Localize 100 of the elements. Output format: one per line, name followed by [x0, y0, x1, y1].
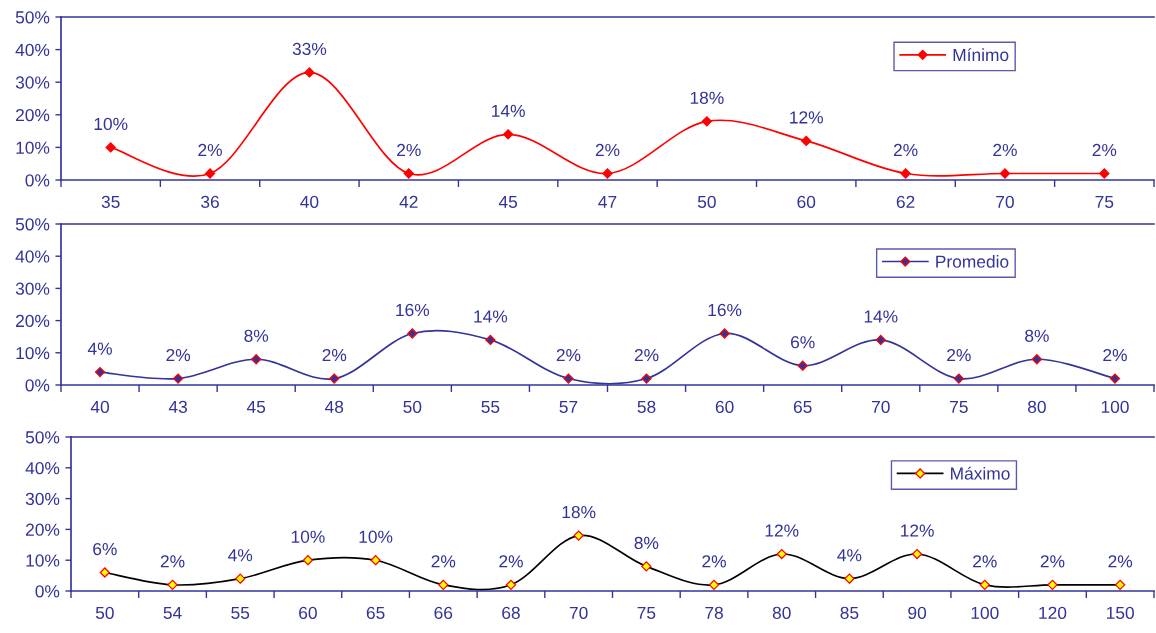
- x-tick-label: 70: [569, 606, 588, 620]
- x-tick-label: 57: [559, 400, 578, 414]
- point: [979, 579, 990, 590]
- data-label: 2%: [556, 348, 581, 362]
- data-label: 2%: [1108, 555, 1133, 568]
- data-label: 2%: [166, 348, 191, 362]
- x-tick-label: 40: [90, 400, 110, 414]
- data-label: 2%: [634, 348, 659, 362]
- point: [1099, 168, 1110, 179]
- data-label: 2%: [1092, 143, 1117, 157]
- point: [911, 548, 923, 560]
- x-tick-label: 68: [502, 606, 520, 620]
- data-label: 8%: [244, 329, 269, 342]
- y-tick-label: 50%: [25, 431, 60, 444]
- x-tick-label: 55: [231, 606, 250, 620]
- x-tick-label: 150: [1107, 606, 1134, 620]
- data-label: 8%: [1025, 329, 1049, 342]
- point: [875, 334, 886, 346]
- x-tick-label: 100: [971, 606, 999, 620]
- data-label: 4%: [87, 342, 112, 355]
- x-tick-label: 45: [498, 195, 518, 209]
- point: [167, 579, 178, 590]
- data-label: 2%: [1040, 555, 1065, 568]
- y-tick-label: 0%: [35, 585, 60, 598]
- data-label: 16%: [396, 303, 430, 317]
- x-tick-label: 47: [598, 195, 617, 208]
- x-tick-label: 55: [481, 400, 500, 414]
- data-label: 6%: [93, 542, 117, 556]
- x-tick-label: 85: [840, 606, 859, 620]
- point: [641, 373, 652, 384]
- data-label: 10%: [359, 530, 393, 543]
- x-tick-label: 54: [163, 606, 182, 620]
- data-label: 14%: [474, 310, 508, 323]
- data-label: 18%: [690, 91, 724, 104]
- point: [563, 373, 574, 384]
- point: [502, 129, 514, 140]
- data-label: 14%: [492, 104, 525, 117]
- data-label: 2%: [397, 143, 421, 157]
- point: [719, 328, 730, 339]
- x-tick-label: 60: [299, 606, 317, 620]
- point: [407, 328, 418, 339]
- x-tick-label: 36: [201, 195, 219, 209]
- x-tick-label: 60: [715, 400, 734, 414]
- data-label: 16%: [708, 303, 742, 317]
- point: [172, 373, 184, 384]
- point: [403, 168, 414, 179]
- y-tick-label: 40%: [25, 461, 60, 475]
- point: [505, 579, 517, 590]
- x-tick-label: 75: [637, 606, 656, 620]
- x-tick-label: 65: [793, 400, 812, 414]
- x-tick-label: 35: [101, 195, 120, 209]
- data-label: 2%: [947, 348, 971, 362]
- y-tick-label: 20%: [16, 108, 50, 122]
- x-tick-label: 50: [403, 400, 422, 414]
- data-label: 2%: [1103, 348, 1127, 362]
- data-label: 2%: [973, 555, 997, 568]
- x-tick-label: 80: [1027, 400, 1046, 414]
- y-tick-label: 10%: [16, 141, 50, 154]
- data-label: 10%: [291, 530, 325, 543]
- point: [844, 573, 855, 584]
- data-label: 33%: [292, 42, 327, 56]
- data-label: 2%: [499, 555, 523, 568]
- x-tick-label: 75: [950, 400, 968, 414]
- point: [94, 366, 106, 378]
- data-label: 14%: [864, 310, 898, 323]
- data-label: 2%: [993, 143, 1017, 157]
- point: [235, 573, 246, 584]
- x-tick-label: 65: [366, 606, 385, 620]
- x-tick-label: 66: [434, 606, 453, 620]
- x-tick-label: 42: [399, 195, 418, 208]
- data-label: 12%: [765, 524, 799, 537]
- point: [602, 168, 613, 179]
- legend-label: Promedio: [936, 255, 1009, 268]
- data-label: 2%: [893, 143, 918, 157]
- data-label: 2%: [198, 143, 222, 157]
- y-tick-label: 40%: [15, 250, 50, 263]
- x-tick-label: 60: [797, 195, 816, 209]
- data-label: 2%: [702, 555, 726, 568]
- x-tick-label: 62: [896, 195, 915, 209]
- y-tick-label: 20%: [16, 314, 50, 328]
- x-tick-label: 70: [871, 400, 890, 414]
- point: [485, 334, 496, 346]
- x-tick-label: 75: [1095, 195, 1114, 209]
- point: [900, 168, 911, 179]
- data-label: 2%: [431, 555, 456, 568]
- x-tick-label: 40: [300, 195, 319, 209]
- x-tick-label: 90: [908, 606, 927, 620]
- point: [1115, 579, 1126, 590]
- data-label: 12%: [790, 111, 823, 124]
- point: [801, 135, 812, 147]
- point: [1047, 579, 1058, 590]
- point: [251, 354, 262, 365]
- x-tick-label: 50: [95, 606, 114, 620]
- point: [302, 555, 314, 566]
- point: [573, 530, 584, 541]
- data-label: 2%: [595, 143, 620, 157]
- data-label: 4%: [837, 549, 862, 562]
- point: [99, 567, 110, 578]
- point: [370, 555, 381, 566]
- y-tick-label: 30%: [15, 282, 50, 295]
